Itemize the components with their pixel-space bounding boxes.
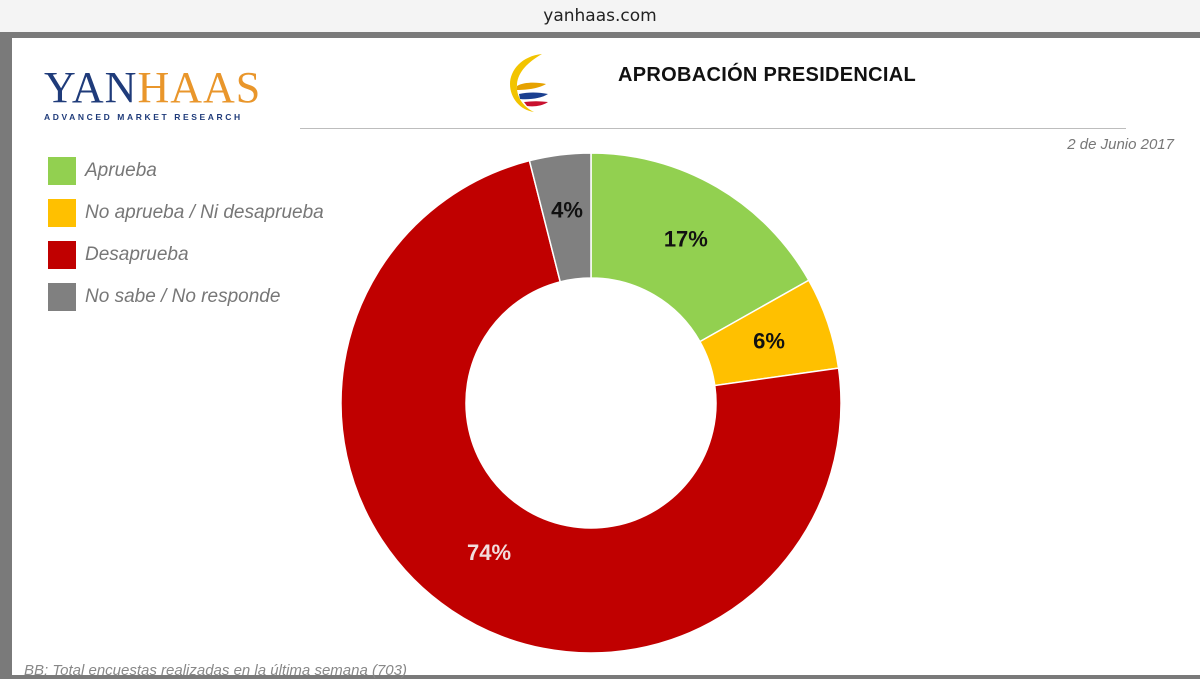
legend-swatch xyxy=(48,157,76,185)
legend-item-no-aprueba-ni-desaprueba: No aprueba / Ni desaprueba xyxy=(48,192,324,234)
url-text: yanhaas.com xyxy=(543,6,657,26)
yanhaas-logo: YANHAAS ADVANCED MARKET RESEARCH xyxy=(44,66,261,123)
donut-slice-1 xyxy=(590,152,810,343)
donut-slice-3 xyxy=(340,159,842,654)
page-title: APROBACIÓN PRESIDENCIAL xyxy=(618,64,917,86)
data-label-4: 4% xyxy=(551,197,583,222)
slide: YANHAAS ADVANCED MARKET RESEARCH APROBAC… xyxy=(12,38,1200,679)
data-label-3: 74% xyxy=(467,540,511,565)
legend-swatch xyxy=(48,241,76,269)
donut-chart: 17% 6% 74% 4% xyxy=(340,152,842,654)
logo-word-part2: HAAS xyxy=(137,63,262,112)
chart-legend: Aprueba No aprueba / Ni desaprueba Desap… xyxy=(48,150,324,318)
browser-address-bar[interactable]: yanhaas.com xyxy=(0,0,1200,32)
logo-word-part1: YAN xyxy=(44,63,138,112)
data-label-2: 6% xyxy=(753,328,785,353)
legend-label: No aprueba / Ni desaprueba xyxy=(85,202,324,223)
data-label-1: 17% xyxy=(664,226,708,251)
legend-label: Desaprueba xyxy=(85,244,189,265)
legend-swatch xyxy=(48,199,76,227)
legend-item-no-sabe-no-responde: No sabe / No responde xyxy=(48,276,324,318)
donut-slice-4 xyxy=(528,152,592,283)
colombia-emblem-icon xyxy=(510,54,548,112)
title-divider xyxy=(300,128,1126,129)
legend-swatch xyxy=(48,283,76,311)
legend-item-aprueba: Aprueba xyxy=(48,150,324,192)
legend-label: Aprueba xyxy=(85,160,157,181)
logo-subtitle: ADVANCED MARKET RESEARCH xyxy=(44,112,243,122)
survey-date: 2 de Junio 2017 xyxy=(1067,136,1174,153)
legend-item-desaprueba: Desaprueba xyxy=(48,234,324,276)
logo-wordmark: YANHAAS xyxy=(44,66,261,110)
footnote: BB: Total encuestas realizadas en la últ… xyxy=(24,662,407,679)
legend-label: No sabe / No responde xyxy=(85,286,281,307)
